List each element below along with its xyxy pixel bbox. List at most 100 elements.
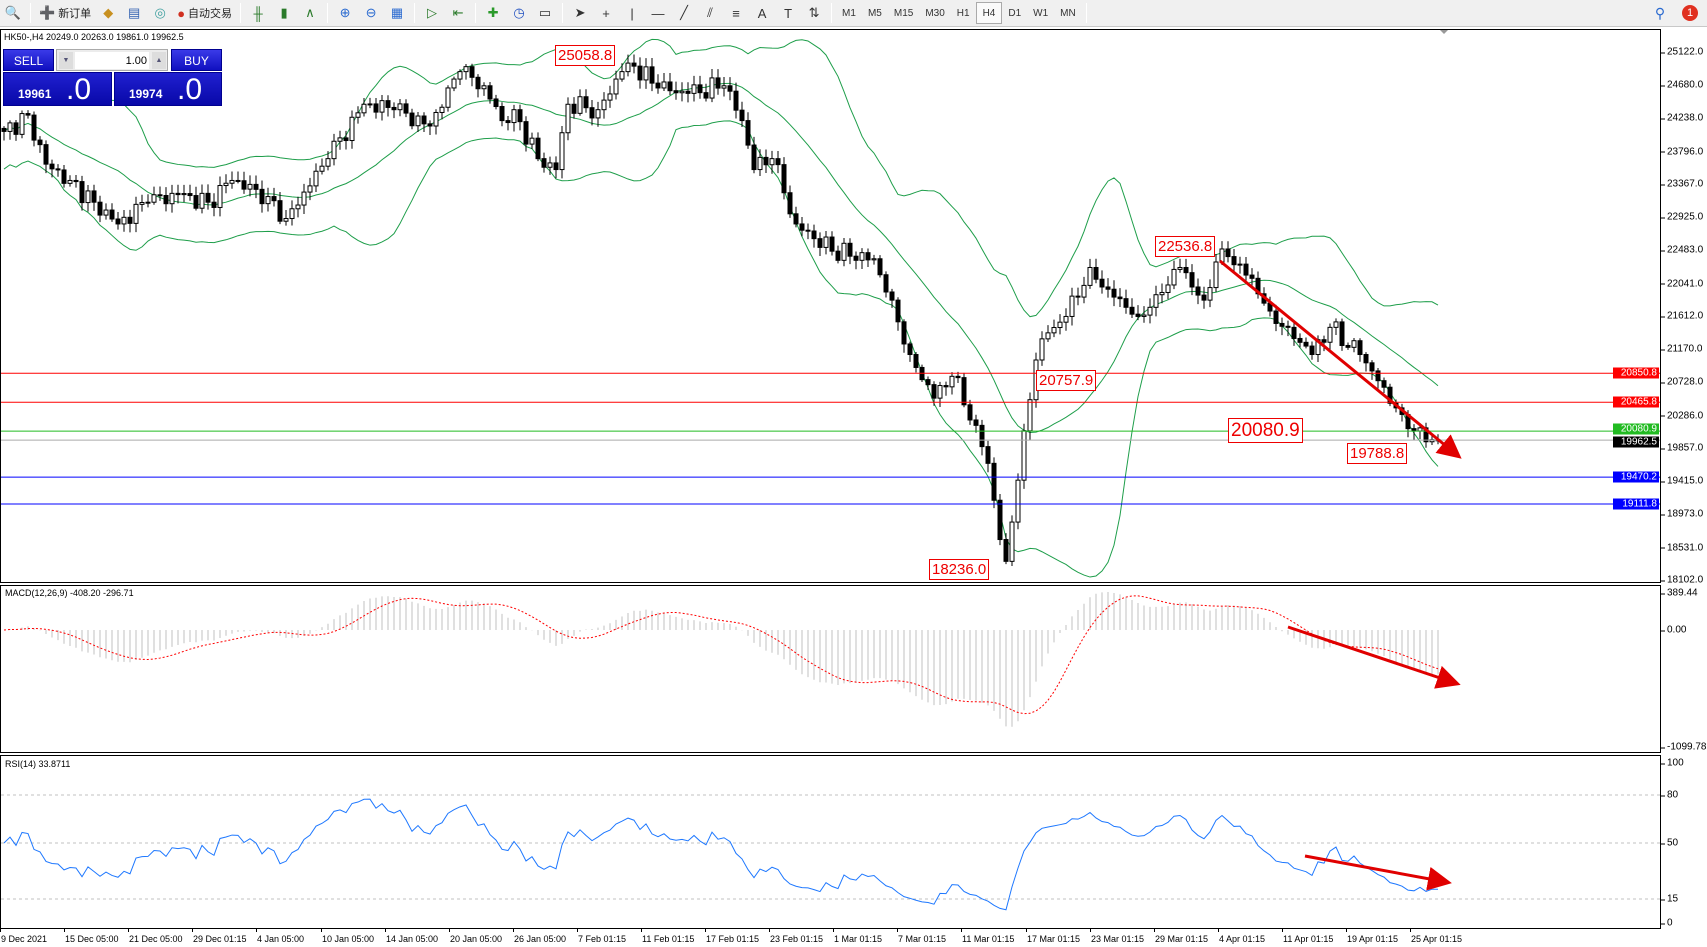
date-tick [321, 928, 322, 932]
label-button[interactable]: T [777, 2, 799, 24]
candle [985, 440, 991, 473]
macd-panel[interactable] [0, 585, 1661, 753]
timeframe-m1[interactable]: M1 [842, 7, 856, 19]
indicators-button[interactable]: ✚ [482, 2, 504, 24]
rsi-panel[interactable] [0, 755, 1661, 929]
sell-button[interactable]: SELL [3, 49, 54, 71]
candle [1327, 323, 1333, 352]
chart-header: HK50-,H4 20249.0 20263.0 19861.0 19962.5 [4, 32, 184, 42]
template-button[interactable]: ▭ [534, 2, 556, 24]
chart-shift-button[interactable]: ⇤ [447, 2, 469, 24]
candle [289, 200, 295, 226]
horizontal-line-button[interactable]: — [647, 2, 669, 24]
timeframe-h4[interactable]: H4 [975, 2, 1003, 24]
main-chart-panel[interactable] [0, 29, 1661, 583]
crosshair-button[interactable]: + [595, 2, 617, 24]
autoscroll-button[interactable]: ▷ [421, 2, 443, 24]
zoom-out-button[interactable]: ⊖ [360, 2, 382, 24]
candle [1093, 258, 1099, 284]
timeframe-w1[interactable]: W1 [1033, 7, 1049, 19]
candle [61, 164, 67, 188]
date-tick [961, 928, 962, 932]
date-tick [1026, 928, 1027, 932]
trendline-button[interactable]: ╱ [673, 2, 695, 24]
zoom-in-button[interactable]: ⊕ [334, 2, 356, 24]
candle [883, 271, 889, 298]
candle [1147, 298, 1153, 324]
lot-decrease-button[interactable]: ▼ [59, 52, 73, 69]
candle [835, 245, 841, 264]
candle [211, 193, 217, 217]
candle [1381, 377, 1387, 393]
date-axis-label: 11 Feb 01:15 [642, 934, 695, 944]
candle [1057, 314, 1063, 335]
candle [1177, 258, 1183, 273]
candle [535, 132, 541, 162]
candle [571, 97, 577, 119]
candle [745, 112, 751, 149]
notifications-button[interactable]: 1 [1675, 2, 1705, 24]
bar-chart-button[interactable]: ╫ [247, 2, 269, 24]
candle [1363, 352, 1369, 372]
candle [1195, 278, 1201, 305]
candle [1243, 256, 1249, 284]
timeframe-mn[interactable]: MN [1060, 7, 1076, 19]
date-tick [1282, 928, 1283, 932]
sell-price[interactable]: 19961 .0 [3, 72, 112, 106]
candle [733, 82, 739, 119]
print-button[interactable]: ▤ [123, 2, 145, 24]
line-chart-button[interactable]: ∧ [299, 2, 321, 24]
buy-button[interactable]: BUY [171, 49, 222, 71]
candle [349, 110, 355, 149]
axis-value: 22483.0 [1660, 244, 1704, 256]
candle [1021, 423, 1027, 489]
channel-button[interactable]: ⫽ [699, 2, 721, 24]
timeframe-h1[interactable]: H1 [956, 7, 970, 19]
candle [517, 104, 523, 131]
period-button[interactable]: ◷ [508, 2, 530, 24]
vertical-line-button[interactable]: | [621, 2, 643, 24]
price-tag: 20850.8 [1613, 367, 1659, 379]
candle [1099, 270, 1105, 294]
candle [379, 95, 385, 121]
arrows-button[interactable]: ⇅ [803, 2, 825, 24]
tile-button[interactable]: ▦ [386, 2, 408, 24]
lot-input[interactable] [75, 52, 149, 69]
candle [877, 255, 883, 278]
candle [355, 106, 361, 124]
cursor-icon: ➤ [574, 5, 586, 20]
candle [727, 77, 733, 101]
fibonacci-button[interactable]: ≡ [725, 2, 747, 24]
candle-chart-button[interactable]: ▮ [273, 2, 295, 24]
date-tick [641, 928, 642, 932]
text-button[interactable]: A [751, 2, 773, 24]
lot-increase-button[interactable]: ▲ [152, 52, 166, 69]
candle [631, 54, 637, 74]
price-tag: 19111.8 [1613, 498, 1659, 510]
candle [163, 187, 169, 212]
timeframe-d1[interactable]: D1 [1008, 7, 1022, 19]
candle [109, 203, 115, 222]
cursor-button[interactable]: ➤ [569, 2, 591, 24]
toolbar-separator [562, 3, 564, 23]
history-button[interactable]: ◆ [97, 2, 119, 24]
candle [907, 341, 913, 362]
timeframe-m15[interactable]: M15 [893, 7, 914, 19]
timeframe-m30[interactable]: M30 [925, 7, 945, 19]
signal-button[interactable]: ◎ [149, 2, 171, 24]
search-button[interactable]: ⚲ [1654, 4, 1666, 21]
candle [673, 81, 679, 100]
axis-value: 22925.0 [1660, 211, 1704, 223]
buy-price[interactable]: 19974 .0 [114, 72, 222, 106]
auto-trade-label: 自动交易 [188, 8, 233, 20]
candle [265, 187, 271, 212]
date-tick [1346, 928, 1347, 932]
price-tag: 20465.8 [1613, 396, 1659, 408]
timeframe-m5[interactable]: M5 [867, 7, 882, 19]
candle [1009, 515, 1015, 566]
zoom-button[interactable]: 🔍 [2, 2, 24, 24]
candle [457, 69, 463, 85]
candle [1045, 325, 1051, 342]
auto-trade-button[interactable]: ● 自动交易 [175, 2, 234, 24]
new-order-button[interactable]: ➕ 新订单 [37, 2, 93, 24]
